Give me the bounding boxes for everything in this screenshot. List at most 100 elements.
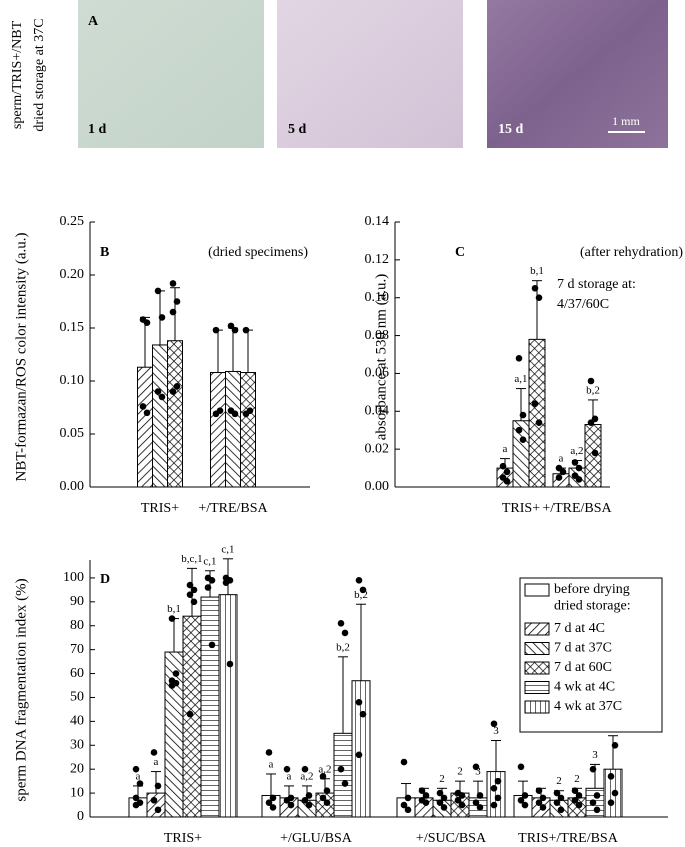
data-point xyxy=(418,787,426,795)
value-label: c,1 xyxy=(203,555,216,567)
y-tick-label: 0.00 xyxy=(365,479,390,494)
y-tick-label: 0.15 xyxy=(60,320,85,335)
data-point xyxy=(458,801,466,809)
data-point xyxy=(607,799,615,806)
legend-swatch xyxy=(524,700,550,714)
value-label: 2 xyxy=(439,773,445,785)
y-tick-label: 0.12 xyxy=(365,252,390,267)
y-tick-label: 90 xyxy=(70,594,84,609)
value-label: a,1 xyxy=(514,373,527,385)
data-point xyxy=(154,782,162,790)
data-point xyxy=(490,801,498,809)
data-point xyxy=(476,792,484,799)
bar xyxy=(152,344,168,488)
data-point xyxy=(231,410,239,418)
annotation: 7 d storage at: xyxy=(557,277,636,292)
data-point xyxy=(535,294,543,302)
data-point xyxy=(132,765,140,773)
bar xyxy=(137,366,153,488)
data-point xyxy=(150,796,158,804)
data-point xyxy=(227,322,235,330)
data-point xyxy=(490,720,498,728)
y-label: sperm/TRIS+/NBT xyxy=(10,20,25,129)
data-point xyxy=(503,478,511,485)
x-tick-label: TRIS+/TRE/BSA xyxy=(518,831,619,846)
data-point xyxy=(611,741,619,749)
y-axis-label: absorbance at 530 nm (a.u.) xyxy=(373,274,389,441)
data-point xyxy=(553,789,561,797)
data-point xyxy=(287,801,295,809)
data-point xyxy=(139,403,147,410)
bar xyxy=(584,424,602,488)
data-point xyxy=(517,796,525,804)
data-point xyxy=(400,758,408,766)
data-point xyxy=(319,773,327,780)
data-point xyxy=(589,765,597,773)
data-point xyxy=(535,419,543,426)
data-point xyxy=(186,710,194,718)
bar xyxy=(218,594,238,818)
data-point xyxy=(494,794,502,802)
data-point xyxy=(158,393,166,401)
y-tick-label: 0.06 xyxy=(365,366,390,381)
data-point xyxy=(472,799,480,806)
data-point xyxy=(173,298,181,305)
data-point xyxy=(422,799,430,806)
y-tick-label: 20 xyxy=(70,761,84,776)
data-point xyxy=(154,806,162,814)
data-point xyxy=(436,799,444,806)
y-tick-label: 0.25 xyxy=(60,214,85,229)
data-point xyxy=(472,763,480,771)
legend-swatch xyxy=(524,661,550,675)
value-label: a xyxy=(559,453,564,465)
data-point xyxy=(359,710,367,718)
data-point xyxy=(515,354,523,362)
data-point xyxy=(323,799,331,806)
data-point xyxy=(169,308,177,316)
data-point xyxy=(575,801,583,809)
value-label: b,2 xyxy=(336,641,350,653)
data-point xyxy=(265,749,273,756)
panel-label: A xyxy=(88,14,99,29)
data-point xyxy=(269,794,277,802)
x-tick-label: +/TRE/BSA xyxy=(198,501,268,516)
data-point xyxy=(173,383,181,390)
y-tick-label: 70 xyxy=(70,642,84,657)
x-tick-label: TRIS+ xyxy=(141,501,179,516)
y-label: dried storage at 37C xyxy=(32,18,47,131)
data-point xyxy=(154,287,162,295)
value-label: c,1 xyxy=(221,543,234,555)
data-point xyxy=(154,388,162,395)
data-point xyxy=(158,314,166,321)
data-point xyxy=(499,462,507,470)
data-point xyxy=(143,319,151,327)
bar xyxy=(528,338,546,488)
data-point xyxy=(359,586,367,594)
data-point xyxy=(436,789,444,797)
image-label: 5 d xyxy=(288,122,307,137)
annotation: 4/37/60C xyxy=(557,297,609,312)
data-point xyxy=(212,410,220,418)
bar xyxy=(486,771,506,818)
data-point xyxy=(404,794,412,802)
value-label: b,2 xyxy=(586,384,600,396)
legend-swatch xyxy=(524,622,550,636)
data-point xyxy=(319,794,327,802)
legend-label: 7 d at 60C xyxy=(554,660,612,675)
y-tick-label: 0.02 xyxy=(365,441,390,456)
data-point xyxy=(539,804,547,811)
data-point xyxy=(531,284,539,292)
bar xyxy=(333,732,353,818)
data-point xyxy=(355,751,363,759)
data-point xyxy=(231,326,239,334)
legend-swatch xyxy=(524,681,550,694)
data-point xyxy=(575,476,583,483)
bar xyxy=(200,596,220,818)
data-point xyxy=(607,773,615,780)
data-point xyxy=(341,629,349,637)
y-tick-label: 10 xyxy=(70,785,84,800)
data-point xyxy=(355,577,363,584)
x-tick-label: +/SUC/BSA xyxy=(416,831,487,846)
data-point xyxy=(226,660,234,668)
bar xyxy=(164,651,184,818)
